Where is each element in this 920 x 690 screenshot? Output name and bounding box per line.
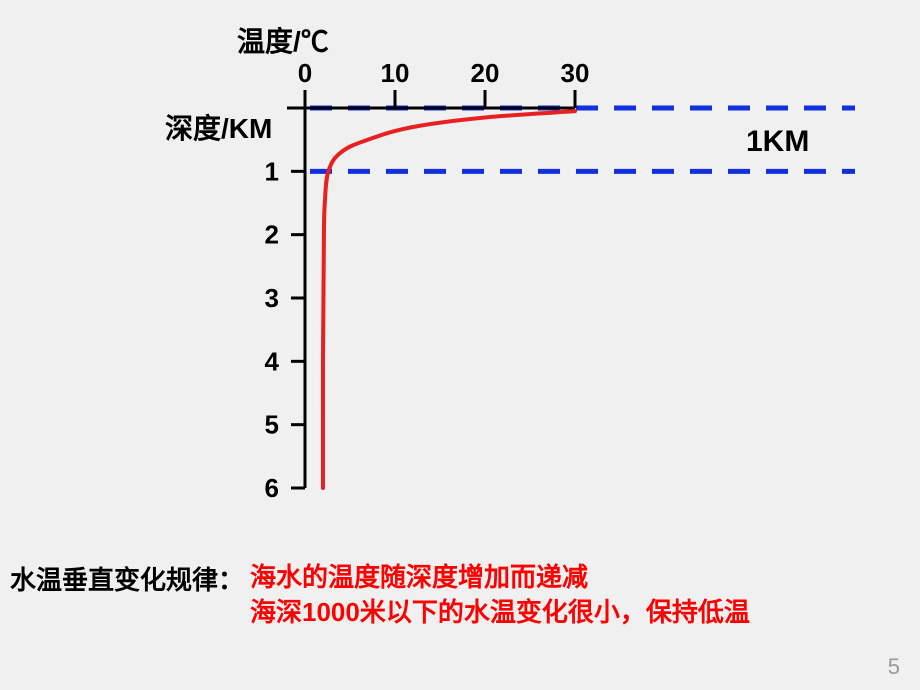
y-tick-label: 4 <box>265 346 280 376</box>
y-tick-label: 1 <box>265 156 279 186</box>
x-tick-label: 20 <box>471 58 500 88</box>
x-tick-label: 0 <box>298 58 312 88</box>
y-tick-label: 5 <box>265 410 279 440</box>
x-tick-label: 10 <box>381 58 410 88</box>
caption-text: 海水的温度随深度增加而递减 海深1000米以下的水温变化很小，保持低温 <box>250 560 750 630</box>
depth-temperature-chart: 0 10 20 30 1 2 3 4 5 6 <box>0 0 920 550</box>
x-tick-label: 30 <box>561 58 590 88</box>
temperature-curve <box>323 111 575 488</box>
caption-line2: 海深1000米以下的水温变化很小，保持低温 <box>250 597 750 627</box>
y-tick-label: 3 <box>265 283 279 313</box>
page-number: 5 <box>888 654 900 680</box>
caption-label: 水温垂直变化规律： <box>10 560 244 597</box>
y-tick-label: 6 <box>265 473 279 503</box>
caption-line1: 海水的温度随深度增加而递减 <box>250 562 588 592</box>
y-tick-label: 2 <box>265 220 279 250</box>
